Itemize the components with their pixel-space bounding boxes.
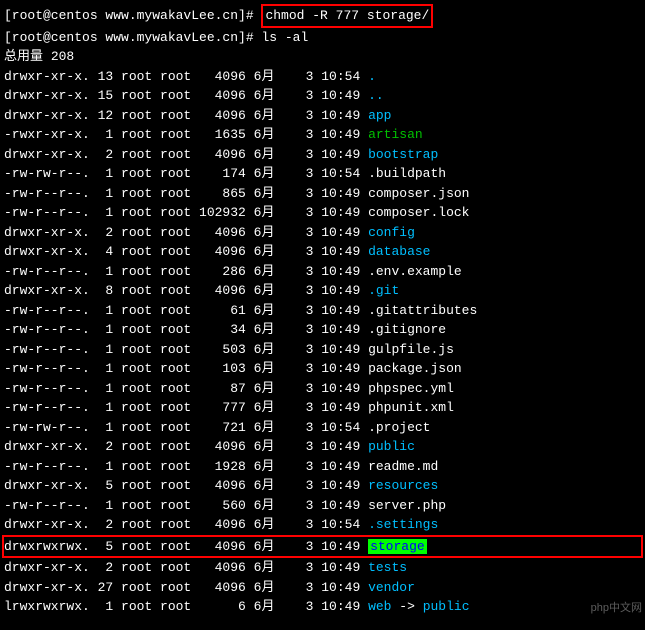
file-meta: -rw-r--r--. 1 root root 103 6月 3 10:49 — [4, 361, 368, 376]
file-meta: drwxr-xr-x. 4 root root 4096 6月 3 10:49 — [4, 244, 368, 259]
file-row: drwxr-xr-x. 8 root root 4096 6月 3 10:49 … — [4, 281, 641, 301]
file-name: .env.example — [368, 264, 462, 279]
file-row: -rw-r--r--. 1 root root 102932 6月 3 10:4… — [4, 203, 641, 223]
file-name: . — [368, 69, 376, 84]
file-name: server.php — [368, 498, 446, 513]
file-name: web — [368, 599, 391, 614]
file-meta: -rw-r--r--. 1 root root 865 6月 3 10:49 — [4, 186, 368, 201]
file-meta: drwxr-xr-x. 15 root root 4096 6月 3 10:49 — [4, 88, 368, 103]
file-meta: drwxr-xr-x. 2 root root 4096 6月 3 10:49 — [4, 560, 368, 575]
file-row: -rw-rw-r--. 1 root root 721 6月 3 10:54 .… — [4, 418, 641, 438]
file-name: vendor — [368, 580, 415, 595]
file-row: lrwxrwxrwx. 1 root root 6 6月 3 10:49 web… — [4, 597, 641, 617]
highlighted-command: chmod -R 777 storage/ — [261, 4, 433, 28]
file-name: config — [368, 225, 415, 240]
file-name: tests — [368, 560, 407, 575]
file-row: drwxr-xr-x. 2 root root 4096 6月 3 10:49 … — [4, 223, 641, 243]
file-meta: drwxr-xr-x. 12 root root 4096 6月 3 10:49 — [4, 108, 368, 123]
file-row: -rw-r--r--. 1 root root 34 6月 3 10:49 .g… — [4, 320, 641, 340]
highlighted-file-row: drwxrwxrwx. 5 root root 4096 6月 3 10:49 … — [2, 535, 643, 559]
file-row: drwxr-xr-x. 13 root root 4096 6月 3 10:54… — [4, 67, 641, 87]
file-row: drwxr-xr-x. 2 root root 4096 6月 3 10:49 … — [4, 437, 641, 457]
file-row: drwxr-xr-x. 4 root root 4096 6月 3 10:49 … — [4, 242, 641, 262]
symlink-arrow: -> — [391, 599, 422, 614]
file-meta: -rw-r--r--. 1 root root 87 6月 3 10:49 — [4, 381, 368, 396]
command-line-2: [root@centos www.mywakavLee.cn]# ls -al — [4, 28, 641, 48]
file-name: artisan — [368, 127, 423, 142]
file-meta: drwxrwxrwx. 5 root root 4096 6月 3 10:49 — [4, 539, 368, 554]
file-name: .. — [368, 88, 384, 103]
file-meta: -rw-rw-r--. 1 root root 721 6月 3 10:54 — [4, 420, 368, 435]
file-row: drwxr-xr-x. 15 root root 4096 6月 3 10:49… — [4, 86, 641, 106]
file-meta: -rw-r--r--. 1 root root 102932 6月 3 10:4… — [4, 205, 368, 220]
file-name: .gitignore — [368, 322, 446, 337]
file-name: .project — [368, 420, 430, 435]
file-meta: drwxr-xr-x. 13 root root 4096 6月 3 10:54 — [4, 69, 368, 84]
file-row: -rwxr-xr-x. 1 root root 1635 6月 3 10:49 … — [4, 125, 641, 145]
shell-prompt: [root@centos www.mywakavLee.cn]# — [4, 8, 261, 23]
file-row: -rw-r--r--. 1 root root 560 6月 3 10:49 s… — [4, 496, 641, 516]
file-name: storage — [368, 539, 427, 554]
file-row: drwxrwxrwx. 5 root root 4096 6月 3 10:49 … — [4, 537, 641, 557]
watermark-text: php中文网 — [591, 600, 642, 617]
file-row: drwxr-xr-x. 5 root root 4096 6月 3 10:49 … — [4, 476, 641, 496]
file-name: bootstrap — [368, 147, 438, 162]
shell-prompt: [root@centos www.mywakavLee.cn]# — [4, 30, 261, 45]
file-row: -rw-r--r--. 1 root root 777 6月 3 10:49 p… — [4, 398, 641, 418]
command-text: ls -al — [261, 30, 308, 45]
file-row: -rw-r--r--. 1 root root 1928 6月 3 10:49 … — [4, 457, 641, 477]
file-meta: drwxr-xr-x. 27 root root 4096 6月 3 10:49 — [4, 580, 368, 595]
file-meta: -rw-r--r--. 1 root root 503 6月 3 10:49 — [4, 342, 368, 357]
file-name: phpspec.yml — [368, 381, 454, 396]
file-meta: drwxr-xr-x. 8 root root 4096 6月 3 10:49 — [4, 283, 368, 298]
file-name: .git — [368, 283, 399, 298]
file-meta: -rw-rw-r--. 1 root root 174 6月 3 10:54 — [4, 166, 368, 181]
file-row: drwxr-xr-x. 2 root root 4096 6月 3 10:49 … — [4, 145, 641, 165]
file-meta: -rw-r--r--. 1 root root 61 6月 3 10:49 — [4, 303, 368, 318]
file-name: resources — [368, 478, 438, 493]
file-meta: -rw-r--r--. 1 root root 34 6月 3 10:49 — [4, 322, 368, 337]
total-line: 总用量 208 — [4, 47, 641, 67]
command-line-1: [root@centos www.mywakavLee.cn]# chmod -… — [4, 4, 641, 28]
file-row: -rw-r--r--. 1 root root 503 6月 3 10:49 g… — [4, 340, 641, 360]
file-meta: drwxr-xr-x. 2 root root 4096 6月 3 10:49 — [4, 225, 368, 240]
file-meta: drwxr-xr-x. 2 root root 4096 6月 3 10:54 — [4, 517, 368, 532]
file-meta: -rwxr-xr-x. 1 root root 1635 6月 3 10:49 — [4, 127, 368, 142]
file-name: .settings — [368, 517, 438, 532]
file-meta: -rw-r--r--. 1 root root 1928 6月 3 10:49 — [4, 459, 368, 474]
file-name: package.json — [368, 361, 462, 376]
file-row: drwxr-xr-x. 2 root root 4096 6月 3 10:49 … — [4, 558, 641, 578]
file-row: -rw-r--r--. 1 root root 87 6月 3 10:49 ph… — [4, 379, 641, 399]
file-meta: lrwxrwxrwx. 1 root root 6 6月 3 10:49 — [4, 599, 368, 614]
file-name: app — [368, 108, 391, 123]
file-name: gulpfile.js — [368, 342, 454, 357]
file-meta: -rw-r--r--. 1 root root 286 6月 3 10:49 — [4, 264, 368, 279]
file-name: public — [368, 439, 415, 454]
file-row: -rw-r--r--. 1 root root 103 6月 3 10:49 p… — [4, 359, 641, 379]
file-meta: -rw-r--r--. 1 root root 560 6月 3 10:49 — [4, 498, 368, 513]
file-name: .gitattributes — [368, 303, 477, 318]
symlink-target: public — [423, 599, 470, 614]
file-row: drwxr-xr-x. 12 root root 4096 6月 3 10:49… — [4, 106, 641, 126]
file-listing: drwxr-xr-x. 13 root root 4096 6月 3 10:54… — [4, 67, 641, 617]
file-name: .buildpath — [368, 166, 446, 181]
file-name: readme.md — [368, 459, 438, 474]
file-name: composer.lock — [368, 205, 469, 220]
file-row: -rw-r--r--. 1 root root 61 6月 3 10:49 .g… — [4, 301, 641, 321]
file-meta: drwxr-xr-x. 2 root root 4096 6月 3 10:49 — [4, 147, 368, 162]
file-meta: -rw-r--r--. 1 root root 777 6月 3 10:49 — [4, 400, 368, 415]
file-row: drwxr-xr-x. 27 root root 4096 6月 3 10:49… — [4, 578, 641, 598]
terminal-output: [root@centos www.mywakavLee.cn]# chmod -… — [4, 4, 641, 617]
file-name: composer.json — [368, 186, 469, 201]
file-row: drwxr-xr-x. 2 root root 4096 6月 3 10:54 … — [4, 515, 641, 535]
file-meta: drwxr-xr-x. 5 root root 4096 6月 3 10:49 — [4, 478, 368, 493]
file-row: -rw-r--r--. 1 root root 286 6月 3 10:49 .… — [4, 262, 641, 282]
file-row: -rw-rw-r--. 1 root root 174 6月 3 10:54 .… — [4, 164, 641, 184]
file-row: -rw-r--r--. 1 root root 865 6月 3 10:49 c… — [4, 184, 641, 204]
file-name: phpunit.xml — [368, 400, 454, 415]
file-name: database — [368, 244, 430, 259]
file-meta: drwxr-xr-x. 2 root root 4096 6月 3 10:49 — [4, 439, 368, 454]
